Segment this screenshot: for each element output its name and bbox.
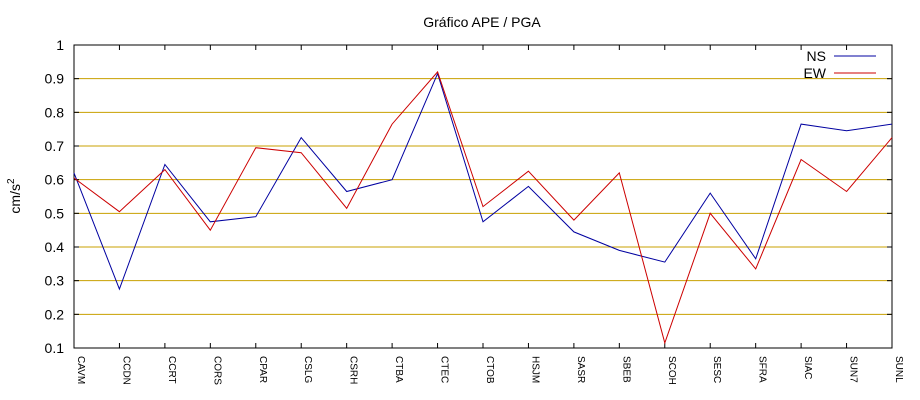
y-tick-label: 0.1 bbox=[45, 340, 65, 356]
legend-label-ew: EW bbox=[803, 65, 826, 81]
x-tick-label: SASR bbox=[575, 356, 586, 383]
axes: 0.1 0.2 0.3 0.4 0.5 0.6 0.7 0.8 0.9 1 CAVM CCDN CCRT… bbox=[45, 37, 904, 385]
legend-label-ns: NS bbox=[807, 48, 826, 64]
x-tick-label: CTOB bbox=[484, 356, 495, 384]
series-line-ew bbox=[73, 70, 893, 345]
y-tick-label: 1 bbox=[56, 37, 64, 53]
chart-title: Gráfico APE / PGA bbox=[423, 14, 541, 30]
y-tick-label: 0.6 bbox=[45, 172, 65, 188]
y-axis-unit-superscript: 2 bbox=[6, 178, 17, 184]
x-tick-label: HSJM bbox=[529, 356, 540, 383]
x-tick-label: CTBA bbox=[393, 356, 404, 383]
y-tick-label: 0.5 bbox=[45, 205, 65, 221]
grid-lines bbox=[74, 78, 892, 315]
x-tick-label: SUN7 bbox=[848, 356, 859, 383]
x-tick-label: SCOH bbox=[666, 356, 677, 385]
x-tick-label: CORS bbox=[211, 356, 222, 385]
x-tick-label: CTEC bbox=[439, 356, 450, 383]
x-tick-label: CSRH bbox=[348, 356, 359, 384]
series-lines bbox=[73, 70, 893, 345]
x-tick-label: CCRT bbox=[166, 356, 177, 384]
y-tick-label: 0.9 bbox=[45, 71, 65, 87]
x-tick-label: CAVM bbox=[75, 356, 86, 384]
y-tick-label: 0.8 bbox=[45, 104, 65, 120]
x-tick-label: CPAR bbox=[257, 356, 268, 383]
x-tick-label: CSLG bbox=[302, 356, 313, 383]
x-tick-label: SUNL bbox=[893, 356, 904, 383]
x-tick-label: CCDN bbox=[120, 356, 131, 385]
x-tick-label: SESC bbox=[711, 356, 722, 383]
series-line-ns bbox=[73, 72, 893, 291]
x-tick-label: SBEB bbox=[620, 356, 631, 383]
y-tick-label: 0.3 bbox=[45, 273, 65, 289]
y-axis-label: cm/s2 bbox=[6, 178, 23, 214]
y-axis-unit: cm/s bbox=[7, 184, 23, 214]
x-tick-label: SIAC bbox=[802, 356, 813, 379]
y-tick-label: 0.2 bbox=[45, 306, 65, 322]
y-tick-label: 0.4 bbox=[45, 239, 65, 255]
plot-frame bbox=[73, 44, 893, 349]
x-tick-label: SFRA bbox=[757, 356, 768, 383]
y-tick-label: 0.7 bbox=[45, 138, 65, 154]
